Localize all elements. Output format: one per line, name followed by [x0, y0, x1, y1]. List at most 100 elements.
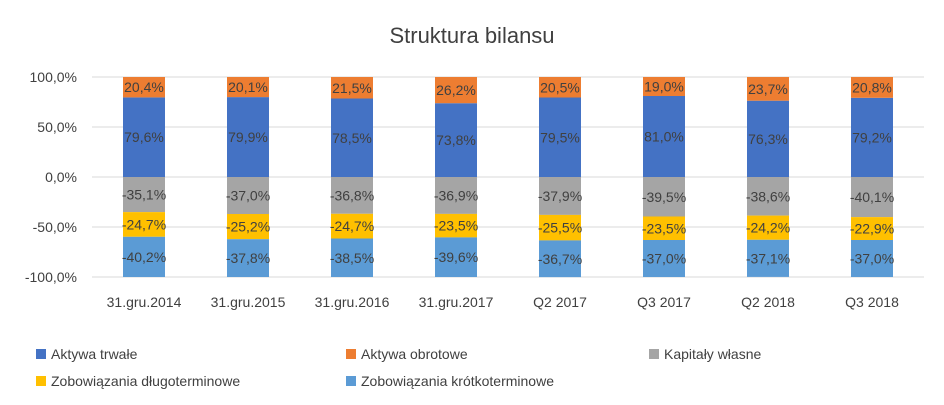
data-label: 81,0% [644, 129, 684, 145]
x-tick-label: 31.gru.2017 [419, 294, 494, 310]
bar-segment [331, 238, 373, 277]
y-axis: 100,0% 50,0% 0,0% -50,0% -100,0% [25, 69, 77, 285]
bar-segment [435, 177, 477, 214]
data-label: -37,8% [226, 250, 270, 266]
data-labels: 79,6% 20,4% -35,1% -24,7% -40,2% 79,9% 20,1% -3… [122, 79, 894, 267]
data-label: -25,2% [226, 219, 270, 235]
y-tick-label: -50,0% [33, 219, 77, 235]
legend-swatch [649, 349, 659, 359]
bar-segment [123, 97, 165, 177]
bar-segment [747, 177, 789, 216]
data-label: -36,9% [434, 187, 478, 203]
bar-segment [435, 213, 477, 238]
x-tick-label: Q3 2017 [637, 294, 691, 310]
legend-swatch [36, 349, 46, 359]
x-axis: 31.gru.2014 31.gru.2015 31.gru.2016 31.gru.… [107, 294, 899, 310]
x-tick-label: 31.gru.2014 [107, 294, 182, 310]
x-tick-label: Q3 2018 [845, 294, 899, 310]
data-label: 76,3% [748, 131, 788, 147]
bar-segment [331, 177, 373, 214]
y-tick-label: 50,0% [37, 119, 77, 135]
bar-segment [851, 217, 893, 240]
data-label: -24,7% [330, 218, 374, 234]
bar-segment [123, 236, 165, 277]
bar-segment [747, 215, 789, 240]
legend-swatch [346, 349, 356, 359]
data-label: -37,1% [746, 250, 790, 266]
bar-segment [643, 240, 685, 277]
bar-segment [331, 77, 373, 99]
legend-label: Kapitały własne [664, 346, 761, 362]
bar-segment [643, 177, 685, 217]
bar-segment [435, 237, 477, 277]
y-tick-label: 100,0% [30, 69, 77, 85]
data-label: 26,2% [436, 82, 476, 98]
data-label: -25,5% [538, 220, 582, 236]
x-tick-label: 31.gru.2016 [315, 294, 390, 310]
data-label: -38,5% [330, 250, 374, 266]
legend-item: Zobowiązania długoterminowe [36, 373, 240, 389]
legend-label: Aktywa trwałe [51, 346, 138, 362]
x-tick-label: 31.gru.2015 [211, 294, 286, 310]
legend-label: Zobowiązania długoterminowe [51, 373, 240, 389]
data-label: -24,7% [122, 216, 166, 232]
bar-segment [851, 77, 893, 98]
bar-segment [227, 97, 269, 177]
data-label: 73,8% [436, 132, 476, 148]
bar-segment [643, 77, 685, 96]
x-tick-label: Q2 2017 [533, 294, 587, 310]
bar-segment [227, 239, 269, 277]
data-label: -36,7% [538, 251, 582, 267]
data-label: -40,2% [122, 249, 166, 265]
bar-segment [539, 77, 581, 98]
bar-segment [539, 240, 581, 278]
bar-segment [123, 212, 165, 237]
bar-segment [851, 97, 893, 177]
legend-swatch [346, 376, 356, 386]
legend-item: Zobowiązania krótkoterminowe [346, 373, 554, 389]
bar-segment [539, 214, 581, 241]
legend-label: Aktywa obrotowe [361, 346, 468, 362]
bar-segment [747, 239, 789, 277]
bar-segment [643, 216, 685, 240]
data-label: 79,5% [540, 129, 580, 145]
bar-segment [747, 100, 789, 177]
bar-segment [747, 77, 789, 101]
bar-segment [227, 177, 269, 214]
bar-segment [435, 77, 477, 104]
data-label: -24,2% [746, 220, 790, 236]
legend-item: Aktywa obrotowe [346, 346, 468, 362]
bar-segment [851, 177, 893, 218]
bar-segment [227, 214, 269, 240]
data-label: -39,6% [434, 249, 478, 265]
data-label: -39,5% [642, 189, 686, 205]
data-label: -37,0% [642, 251, 686, 267]
data-label: 21,5% [332, 80, 372, 96]
legend: Aktywa trwałe Aktywa obrotowe Kapitały wła… [36, 346, 761, 389]
bar-segment [331, 213, 373, 239]
data-label: -37,0% [226, 188, 270, 204]
data-label: 78,5% [332, 130, 372, 146]
gridlines [92, 76, 924, 278]
bar-segment [539, 97, 581, 177]
y-tick-label: 0,0% [45, 169, 77, 185]
data-label: 79,6% [124, 129, 164, 145]
data-label: -37,0% [850, 251, 894, 267]
data-label: 20,1% [228, 79, 268, 95]
bar-segment [643, 96, 685, 177]
legend-swatch [36, 376, 46, 386]
bar-segment [123, 177, 165, 213]
data-label: -35,1% [122, 187, 166, 203]
y-tick-label: -100,0% [25, 269, 77, 285]
data-label: -23,5% [434, 218, 478, 234]
bar-segment [331, 98, 373, 177]
data-label: -22,9% [850, 221, 894, 237]
legend-item: Aktywa trwałe [36, 346, 138, 362]
bar-segment [851, 240, 893, 277]
data-label: 20,5% [540, 79, 580, 95]
bar-segment [227, 77, 269, 98]
bars [123, 77, 893, 278]
chart-title: Struktura bilansu [389, 23, 554, 48]
bar-segment [123, 77, 165, 98]
